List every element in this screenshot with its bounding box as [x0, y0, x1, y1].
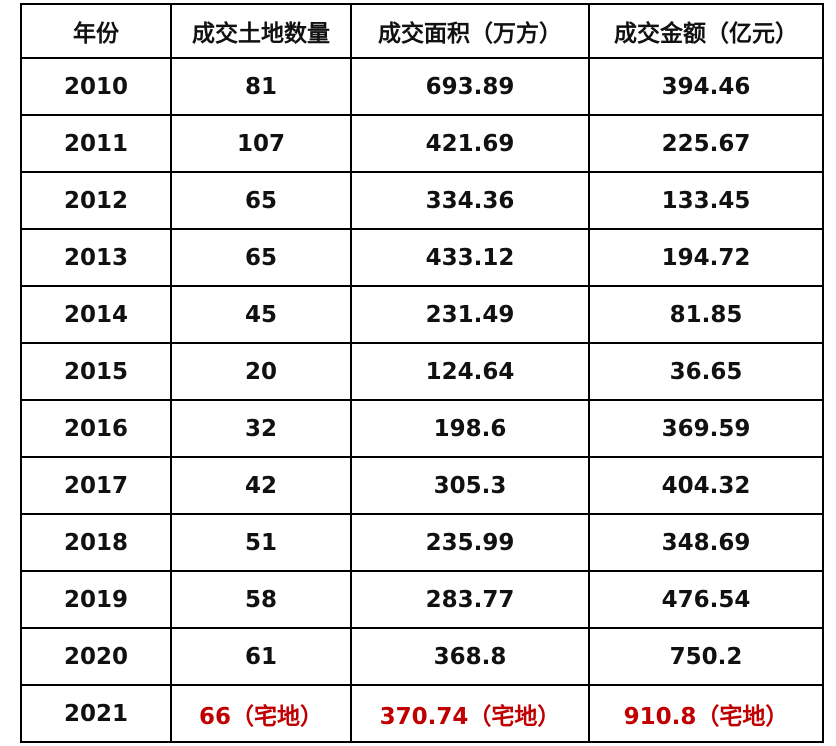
- table-cell: 693.89: [350, 57, 590, 116]
- table-row: 2021 66（宅地） 370.74（宅地） 910.8（宅地）: [20, 684, 824, 743]
- table-cell: 81.85: [588, 285, 824, 344]
- table-cell: 2019: [20, 570, 172, 629]
- table-row: 2016 32 198.6 369.59: [20, 399, 824, 458]
- table-cell: 61: [170, 627, 352, 686]
- table-cell: 194.72: [588, 228, 824, 287]
- table-cell: 2010: [20, 57, 172, 116]
- table-row: 2013 65 433.12 194.72: [20, 228, 824, 287]
- table-cell: 368.8: [350, 627, 590, 686]
- table-cell: 36.65: [588, 342, 824, 401]
- table-row: 2015 20 124.64 36.65: [20, 342, 824, 401]
- table-cell: 58: [170, 570, 352, 629]
- table-cell: 2021: [20, 684, 172, 743]
- table-cell: 2013: [20, 228, 172, 287]
- table-row: 2018 51 235.99 348.69: [20, 513, 824, 572]
- table-cell: 433.12: [350, 228, 590, 287]
- table-cell: 65: [170, 171, 352, 230]
- table-cell: 235.99: [350, 513, 590, 572]
- table-cell: 20: [170, 342, 352, 401]
- table-cell: 421.69: [350, 114, 590, 173]
- table-row: 2010 81 693.89 394.46: [20, 57, 824, 116]
- table-cell: 42: [170, 456, 352, 515]
- table-cell: 198.6: [350, 399, 590, 458]
- table-row: 2014 45 231.49 81.85: [20, 285, 824, 344]
- table-cell: 2018: [20, 513, 172, 572]
- table-cell: 394.46: [588, 57, 824, 116]
- table-cell: 369.59: [588, 399, 824, 458]
- table-row: 2019 58 283.77 476.54: [20, 570, 824, 629]
- table-body: 2010 81 693.89 394.46 2011 107 421.69 225.67 201…: [20, 57, 824, 743]
- table-cell: 2014: [20, 285, 172, 344]
- table-cell: 2012: [20, 171, 172, 230]
- table-cell: 2015: [20, 342, 172, 401]
- table-cell: 404.32: [588, 456, 824, 515]
- header-cell: 年份: [20, 3, 172, 59]
- data-table: 年份 成交土地数量 成交面积（万方） 成交金额（亿元） 2010 81 693.89 394…: [20, 3, 824, 743]
- table-cell: 2011: [20, 114, 172, 173]
- table-row: 2011 107 421.69 225.67: [20, 114, 824, 173]
- table-cell: 305.3: [350, 456, 590, 515]
- header-cell: 成交金额（亿元）: [588, 3, 824, 59]
- table-cell: 45: [170, 285, 352, 344]
- table-cell: 2020: [20, 627, 172, 686]
- table-cell: 81: [170, 57, 352, 116]
- header-cell: 成交土地数量: [170, 3, 352, 59]
- table-cell: 750.2: [588, 627, 824, 686]
- table-cell: 2017: [20, 456, 172, 515]
- table-row: 2012 65 334.36 133.45: [20, 171, 824, 230]
- table-cell: 124.64: [350, 342, 590, 401]
- header-cell: 成交面积（万方）: [350, 3, 590, 59]
- table-cell: 66（宅地）: [170, 684, 352, 743]
- table-cell: 348.69: [588, 513, 824, 572]
- table-cell: 107: [170, 114, 352, 173]
- table-cell: 225.67: [588, 114, 824, 173]
- table-cell: 910.8（宅地）: [588, 684, 824, 743]
- table-row: 2017 42 305.3 404.32: [20, 456, 824, 515]
- table-cell: 283.77: [350, 570, 590, 629]
- table-cell: 65: [170, 228, 352, 287]
- table-cell: 231.49: [350, 285, 590, 344]
- table-cell: 334.36: [350, 171, 590, 230]
- table-cell: 2016: [20, 399, 172, 458]
- table-row: 2020 61 368.8 750.2: [20, 627, 824, 686]
- table-cell: 370.74（宅地）: [350, 684, 590, 743]
- table-cell: 51: [170, 513, 352, 572]
- header-row: 年份 成交土地数量 成交面积（万方） 成交金额（亿元）: [20, 3, 824, 59]
- table-cell: 476.54: [588, 570, 824, 629]
- table-cell: 32: [170, 399, 352, 458]
- table-cell: 133.45: [588, 171, 824, 230]
